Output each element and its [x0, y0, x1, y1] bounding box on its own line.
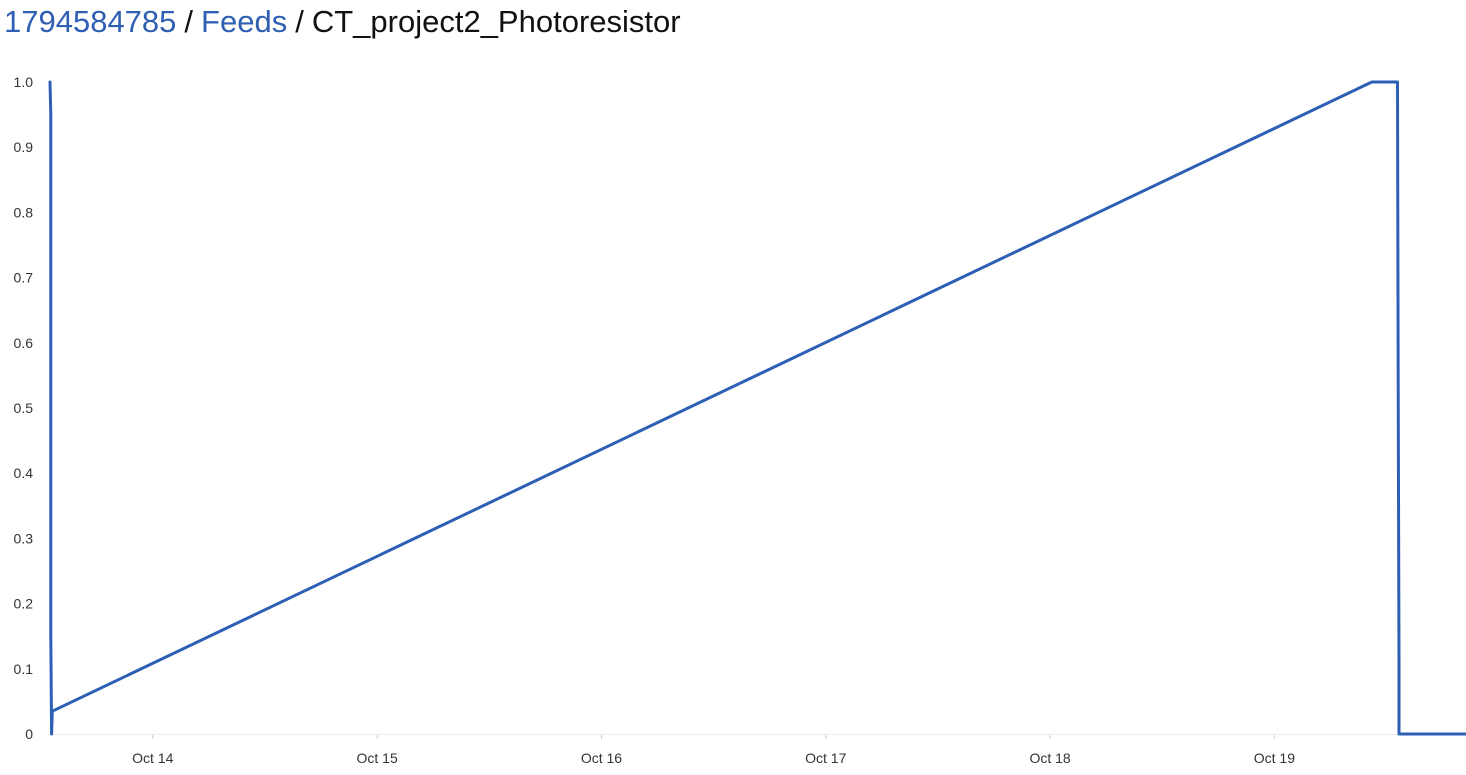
y-axis: 0 0.1 0.2 0.3 0.4 0.5 0.6 0.7 0.8 0.9 1.0	[14, 74, 34, 742]
series-group	[48, 80, 1466, 736]
y-tick-label: 0.5	[14, 400, 34, 416]
x-tick-label: Oct 19	[1254, 750, 1295, 766]
y-tick-label: 0.7	[14, 270, 34, 286]
x-tick-label: Oct 16	[581, 750, 622, 766]
breadcrumb-user-link[interactable]: 1794584785	[4, 4, 177, 39]
series-line[interactable]	[48, 80, 1466, 736]
y-tick-label: 0.2	[14, 596, 34, 612]
breadcrumb: 1794584785/Feeds / CT_project2_Photoresist…	[4, 0, 681, 44]
y-tick-label: 0	[25, 726, 33, 742]
x-tick-label: Oct 14	[132, 750, 173, 766]
breadcrumb-feeds-link[interactable]: Feeds	[201, 4, 288, 39]
x-tick-label: Oct 15	[357, 750, 398, 766]
y-tick-label: 0.1	[14, 661, 34, 677]
breadcrumb-current-feed: CT_project2_Photoresistor	[311, 4, 681, 39]
y-tick-label: 1.0	[14, 74, 34, 90]
chart-container: 0 0.1 0.2 0.3 0.4 0.5 0.6 0.7 0.8 0.9 1.0 Oct 14 Oc…	[0, 44, 1466, 770]
breadcrumb-separator: /	[295, 4, 304, 39]
x-axis: Oct 14 Oct 15 Oct 16 Oct 17 Oct 18 Oct 19	[132, 734, 1295, 766]
y-tick-label: 0.8	[14, 204, 34, 220]
breadcrumb-separator: /	[184, 4, 194, 39]
y-tick-label: 0.3	[14, 530, 34, 546]
y-tick-label: 0.9	[14, 139, 34, 155]
x-tick-label: Oct 17	[805, 750, 846, 766]
y-tick-label: 0.4	[14, 465, 34, 481]
y-tick-label: 0.6	[14, 335, 34, 351]
x-tick-label: Oct 18	[1029, 750, 1070, 766]
feed-line-chart[interactable]: 00.10.20.30.40.50.60.70.80.91.0 Oct 14 Oc…	[0, 44, 1466, 770]
